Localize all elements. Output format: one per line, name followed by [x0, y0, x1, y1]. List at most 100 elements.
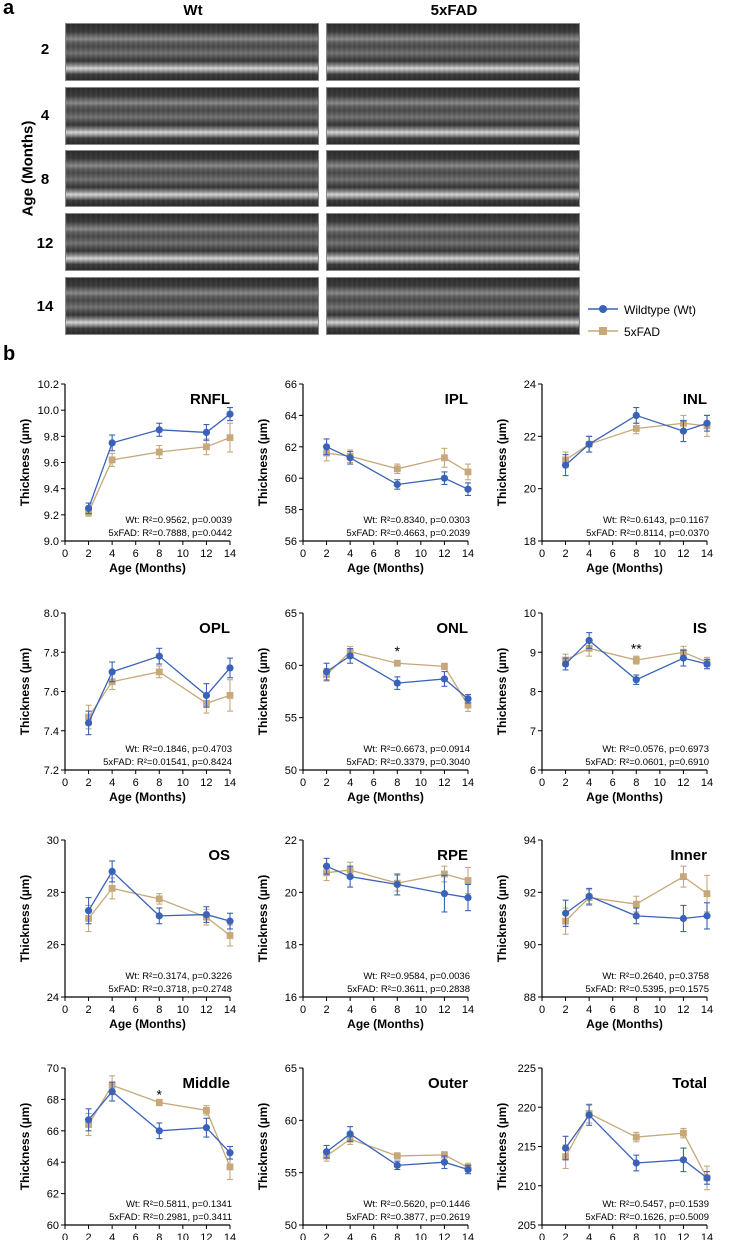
inner-x-tick-label: 6	[610, 1004, 616, 1016]
inl-x-tick-label: 14	[701, 548, 713, 560]
onl-stats-5xfad: 5xFAD: R²=0.3379, p=0.3040	[346, 757, 470, 768]
legend-swatch-wildtype	[588, 305, 618, 313]
outer-y-tick-label: 50	[285, 1220, 297, 1232]
inl-y-tick-label: 24	[524, 379, 536, 391]
oct-image-wt-14mo	[65, 277, 319, 335]
onl-x-tick-label: 12	[438, 777, 450, 789]
ipl-5xfad-point	[393, 465, 401, 473]
middle-wildtype-point	[226, 1149, 234, 1157]
rpe-x-tick-label: 12	[438, 1004, 450, 1016]
is-y-tick-label: 9	[530, 647, 536, 659]
middle-5xfad-point	[226, 1163, 234, 1171]
row-label-2: 2	[40, 41, 50, 58]
inner-x-tick-label: 12	[677, 1004, 689, 1016]
opl-x-tick-label: 6	[133, 777, 139, 789]
rnfl-y-tick-label: 9.2	[44, 510, 59, 522]
row-label-12: 12	[36, 235, 54, 252]
opl-stats-wt: Wt: R²=0.1846, p=0.4703	[125, 744, 232, 755]
opl-wildtype-point	[155, 652, 163, 660]
inl-wildtype-point	[679, 427, 688, 435]
column-header-wt: Wt	[183, 2, 203, 19]
outer-x-tick-label: 6	[371, 1232, 377, 1240]
onl-x-tick-label: 10	[415, 777, 427, 789]
onl-wildtype-point	[346, 652, 354, 660]
middle-x-tick-label: 6	[133, 1232, 139, 1240]
opl-y-tick-label: 7.2	[44, 765, 59, 777]
middle-x-tick-label: 4	[109, 1232, 115, 1240]
outer-x-tick-label: 10	[415, 1232, 427, 1240]
opl-wildtype-point	[202, 691, 211, 700]
total-wildtype-point	[632, 1159, 640, 1167]
total-y-tick-label: 215	[518, 1142, 536, 1154]
os-x-axis-label: Age (Months)	[109, 1017, 186, 1031]
legend: Wildtype (Wt) 5xFAD	[588, 300, 728, 344]
middle-y-tick-label: 60	[47, 1220, 59, 1232]
oct-image-wt-2mo	[65, 23, 319, 81]
ipl-x-tick-label: 14	[462, 548, 474, 560]
is-x-tick-label: 2	[563, 777, 569, 789]
inner-wildtype-point	[679, 914, 688, 923]
outer-stats-wt: Wt: R²=0.5620, p=0.1446	[363, 1199, 470, 1210]
panel-a-letter: a	[3, 0, 15, 19]
ipl-x-tick-label: 6	[371, 548, 377, 560]
total-stats-wt: Wt: R²=0.5457, p=0.1539	[602, 1199, 709, 1210]
onl-x-axis-label: Age (Months)	[347, 790, 424, 804]
ipl-y-tick-label: 66	[285, 379, 297, 391]
opl-x-tick-label: 0	[62, 777, 68, 789]
rnfl-wildtype-point	[202, 428, 211, 437]
legend-label-5xfad: 5xFAD	[624, 325, 661, 339]
ipl-chart-title: IPL	[445, 391, 468, 408]
is-y-tick-label: 7	[530, 726, 536, 738]
rnfl-x-tick-label: 14	[224, 548, 236, 560]
ipl-5xfad-point	[464, 468, 472, 476]
inner-y-tick-label: 92	[524, 887, 536, 899]
oct-image-5xfad-2mo	[326, 23, 580, 81]
is-x-tick-label: 12	[677, 777, 689, 789]
inner-y-tick-label: 94	[524, 835, 536, 847]
rpe-x-tick-label: 0	[300, 1004, 306, 1016]
outer-wildtype-point	[440, 1158, 449, 1166]
oct-image-wt-12mo	[65, 213, 319, 271]
is-wildtype-point	[703, 660, 711, 668]
inner-stats-5xfad: 5xFAD: R²=0.5395, p=0.1575	[585, 984, 709, 995]
outer-wildtype-point	[322, 1148, 331, 1156]
rnfl-y-tick-label: 10.2	[38, 379, 59, 391]
rnfl-y-axis-label: Thickness (µm)	[18, 419, 32, 507]
inl-x-axis-label: Age (Months)	[586, 561, 663, 575]
middle-x-tick-label: 2	[86, 1232, 92, 1240]
onl-x-tick-label: 8	[394, 777, 400, 789]
inner-x-tick-label: 0	[539, 1004, 545, 1016]
inl-y-axis-label: Thickness (µm)	[495, 419, 509, 507]
os-y-tick-label: 26	[47, 940, 59, 952]
row-label-14: 14	[36, 298, 54, 315]
onl-stats-wt: Wt: R²=0.6673, p=0.0914	[363, 744, 470, 755]
opl-y-tick-label: 7.8	[44, 647, 59, 659]
oct-image-5xfad-8mo	[326, 150, 580, 207]
total-wildtype-point	[561, 1144, 570, 1152]
middle-x-tick-label: 14	[224, 1232, 236, 1240]
rnfl-x-tick-label: 8	[156, 548, 162, 560]
onl-x-tick-label: 0	[300, 777, 306, 789]
total-stats-5xfad: 5xFAD: R²=0.1626, p=0.5009	[585, 1212, 709, 1223]
rnfl-y-tick-label: 10.0	[38, 405, 59, 417]
is-y-axis-label: Thickness (µm)	[495, 648, 509, 736]
opl-y-axis-label: Thickness (µm)	[18, 648, 32, 736]
inl-stats-wt: Wt: R²=0.6143, p=0.1167	[603, 515, 709, 526]
inner-x-tick-label: 8	[633, 1004, 639, 1016]
inl-y-tick-label: 20	[524, 484, 536, 496]
middle-x-tick-label: 0	[62, 1232, 68, 1240]
outer-wildtype-point	[346, 1130, 354, 1138]
rnfl-y-tick-label: 9.8	[44, 431, 59, 443]
middle-5xfad-point	[155, 1099, 163, 1106]
onl-x-tick-label: 6	[371, 777, 377, 789]
onl-wildtype-point	[322, 668, 331, 676]
rpe-chart-title: RPE	[437, 847, 468, 864]
os-y-tick-label: 24	[47, 992, 59, 1004]
oct-image-5xfad-14mo	[326, 277, 580, 335]
column-header-5xfad: 5xFAD	[430, 2, 478, 19]
outer-wildtype-point	[464, 1165, 472, 1174]
rnfl-x-tick-label: 10	[177, 548, 189, 560]
opl-y-tick-label: 7.4	[44, 726, 59, 738]
rpe-x-tick-label: 6	[371, 1004, 377, 1016]
